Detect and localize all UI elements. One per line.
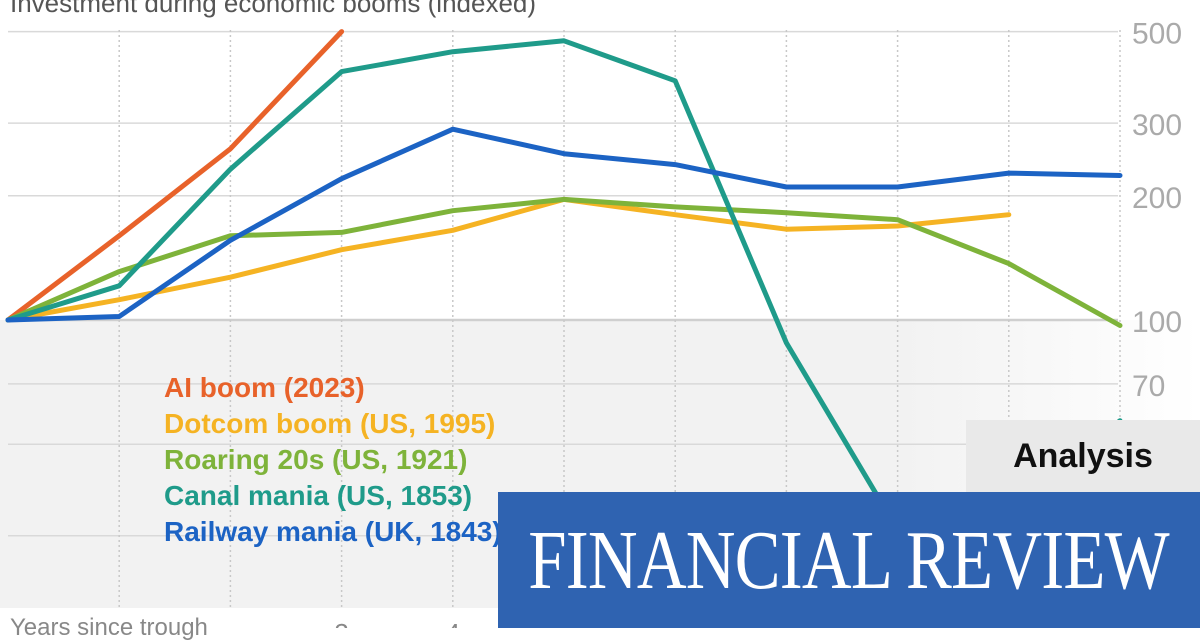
legend-item-canal-mania: Canal mania (US, 1853) <box>164 478 502 514</box>
x-tick-label: 3 <box>334 618 348 628</box>
analysis-label: Analysis <box>1013 437 1153 476</box>
y-tick-label: 70 <box>1132 370 1165 403</box>
masthead-logo-text: FINANCIAL REVIEW <box>529 512 1170 609</box>
legend-item-railway-mania: Railway mania (UK, 1843) <box>164 514 502 550</box>
x-tick-label: 4 <box>446 618 460 628</box>
legend: AI boom (2023) Dotcom boom (US, 1995) Ro… <box>164 370 502 550</box>
legend-item-ai-boom: AI boom (2023) <box>164 370 502 406</box>
masthead-banner[interactable]: FINANCIAL REVIEW <box>498 492 1200 628</box>
legend-item-dotcom-boom: Dotcom boom (US, 1995) <box>164 406 502 442</box>
y-tick-label: 200 <box>1132 182 1182 215</box>
x-axis-label: Years since trough <box>10 614 208 642</box>
y-tick-label: 300 <box>1132 109 1182 142</box>
chart-title: Investment during economic booms (indexe… <box>10 0 536 19</box>
y-tick-label: 500 <box>1132 18 1182 51</box>
legend-item-roaring-20s: Roaring 20s (US, 1921) <box>164 442 502 478</box>
analysis-badge[interactable]: Analysis <box>966 420 1200 492</box>
y-tick-label: 100 <box>1132 306 1182 339</box>
